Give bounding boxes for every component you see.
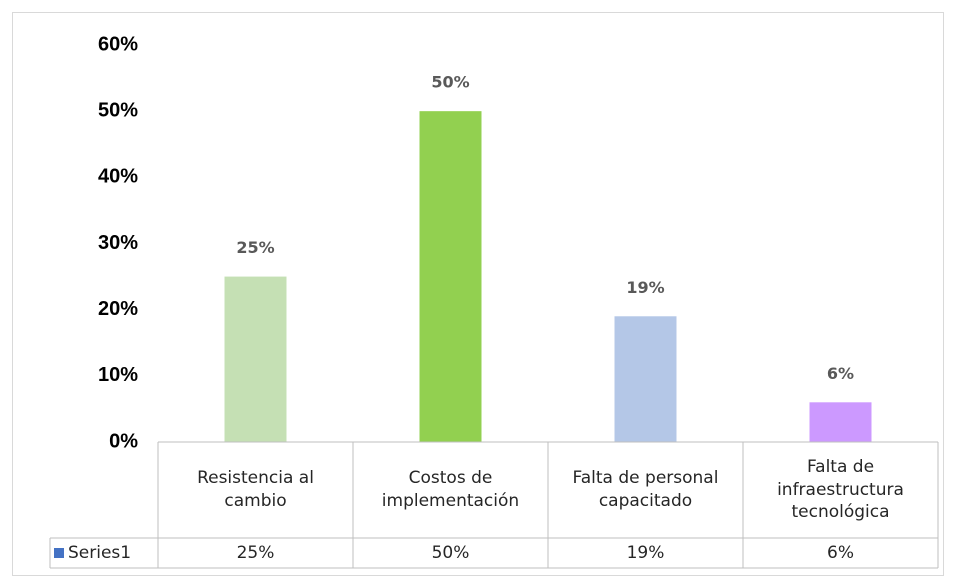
y-tick-label: 50% xyxy=(98,99,138,121)
bar xyxy=(224,276,287,442)
category-cell: Falta de infraestructura tecnológica xyxy=(777,456,904,523)
category-cell: Costos de implementación xyxy=(381,468,520,511)
bar xyxy=(809,402,872,442)
value-label: 50% xyxy=(431,73,469,92)
legend-key xyxy=(54,548,64,558)
y-tick-label: 10% xyxy=(98,364,138,386)
table-value: 19% xyxy=(626,542,665,563)
table-value: 6% xyxy=(827,542,854,563)
category-cell: Falta de personal capacitado xyxy=(572,468,719,511)
legend-label: Series1 xyxy=(68,542,132,563)
value-label: 25% xyxy=(236,238,274,257)
category-cell: Resistencia al cambio xyxy=(197,468,314,511)
legend-entry: Series1 xyxy=(50,538,158,568)
y-tick-label: 60% xyxy=(98,33,138,55)
table-value: 50% xyxy=(431,542,470,563)
value-label: 6% xyxy=(827,364,854,383)
table-value: 25% xyxy=(236,542,275,563)
y-tick-label: 40% xyxy=(98,166,138,188)
y-tick-label: 0% xyxy=(109,430,138,452)
y-tick-label: 30% xyxy=(98,232,138,254)
value-label: 19% xyxy=(626,278,664,297)
bar xyxy=(419,111,482,443)
chart-frame xyxy=(12,12,944,576)
y-tick-label: 20% xyxy=(98,298,138,320)
bar xyxy=(614,316,677,442)
